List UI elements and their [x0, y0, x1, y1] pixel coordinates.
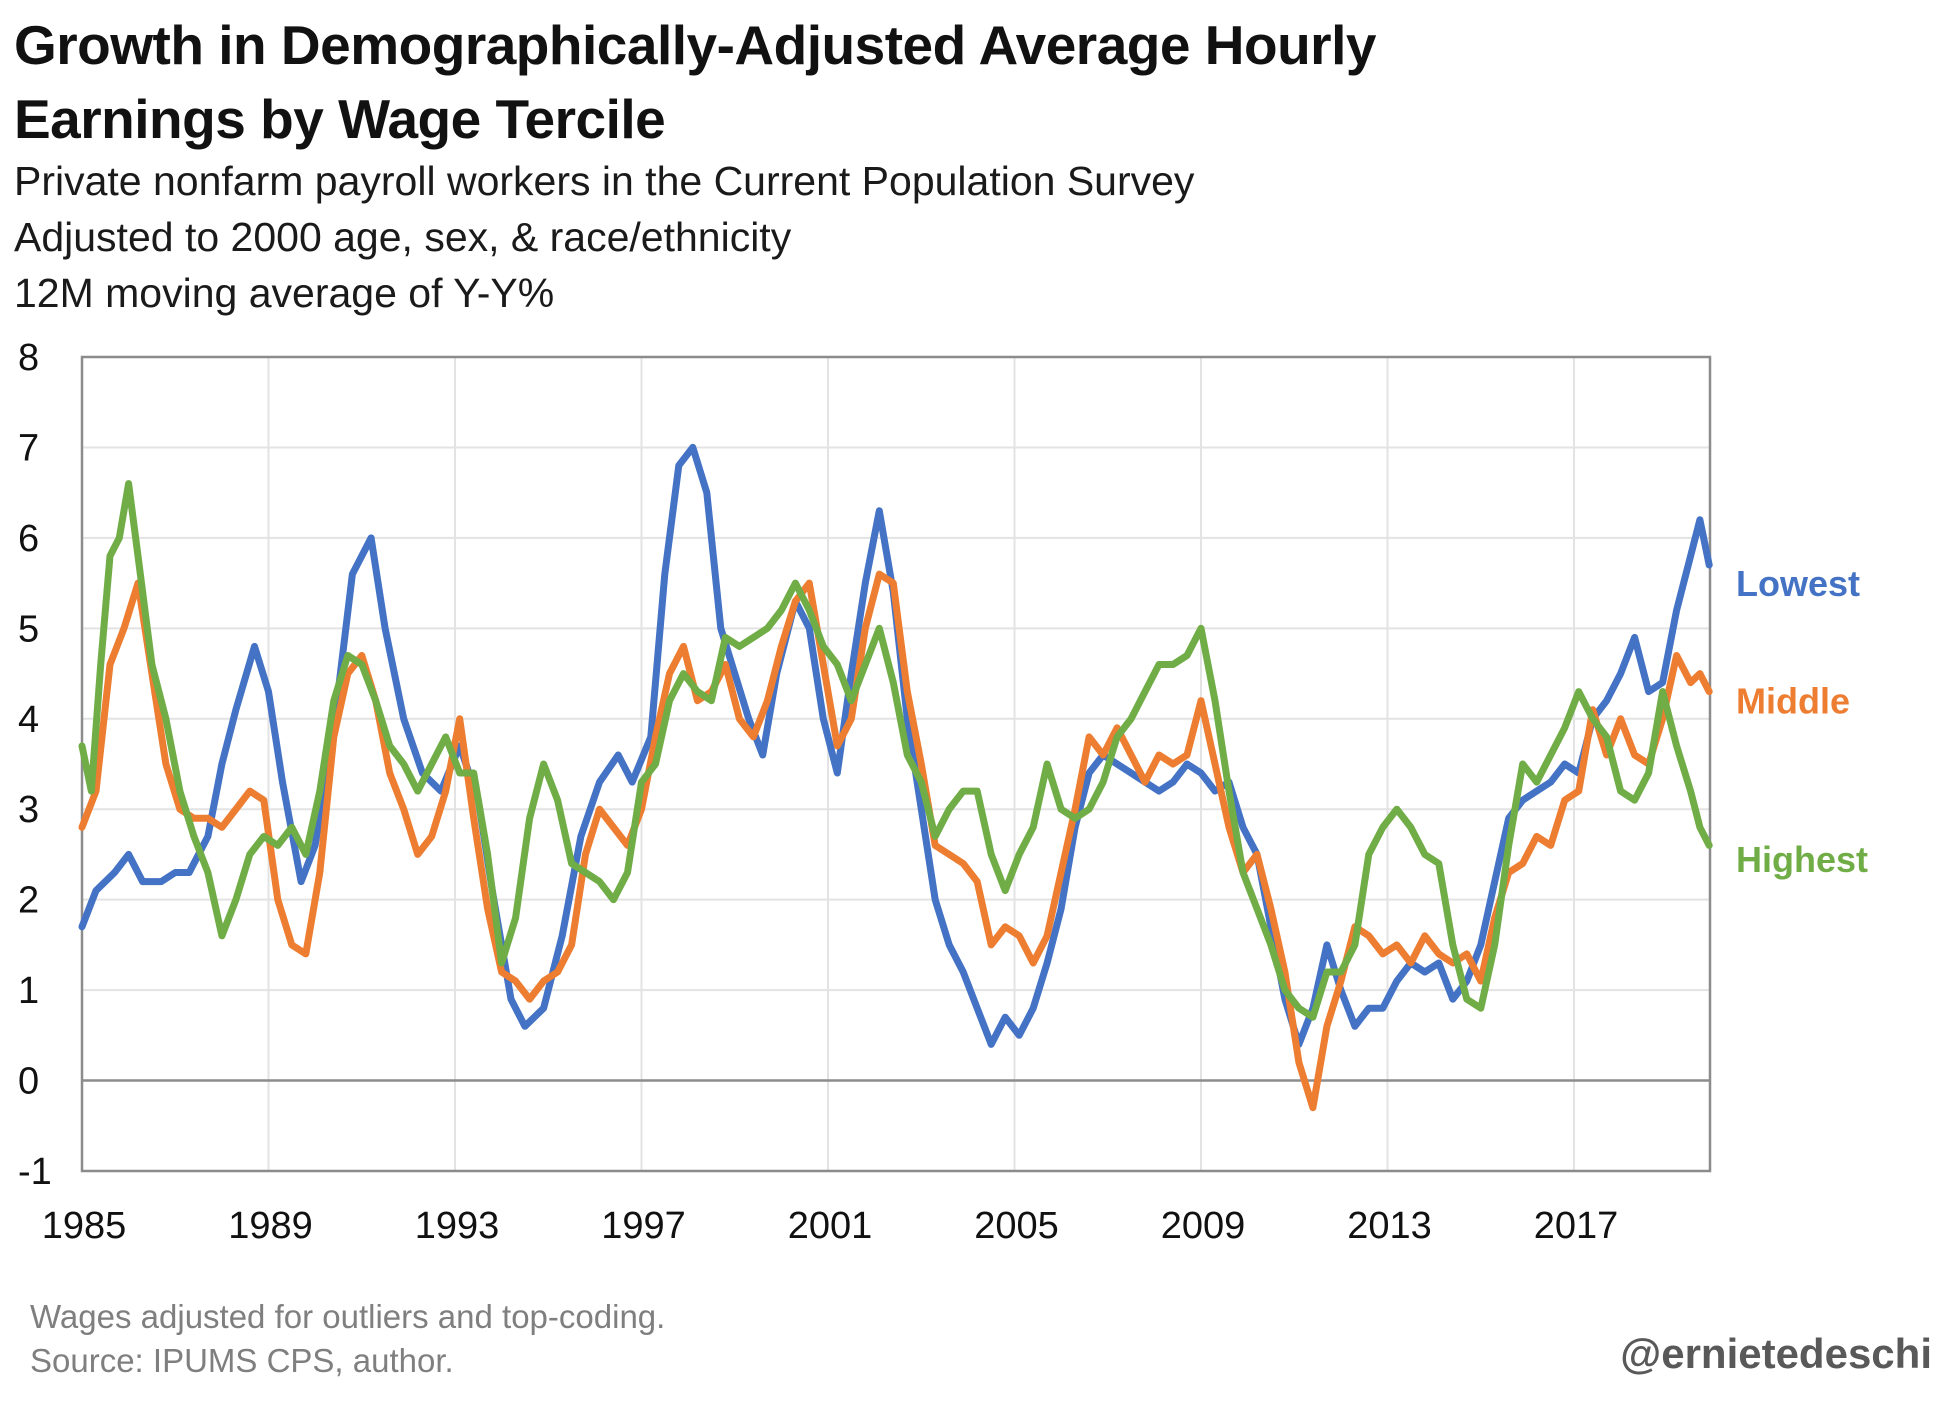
x-tick-label: 2013 [1347, 1205, 1432, 1247]
y-tick-label: 5 [18, 608, 39, 650]
y-tick-label: 8 [18, 337, 39, 379]
x-tick-label: 1997 [601, 1205, 686, 1247]
x-tick-label: 2009 [1161, 1205, 1246, 1247]
footnote-source: Source: IPUMS CPS, author. [30, 1342, 454, 1379]
y-tick-label: 2 [18, 880, 39, 922]
x-tick-label: 2001 [788, 1205, 873, 1247]
y-tick-label: 3 [18, 789, 39, 831]
series-line-middle [78, 570, 1713, 1112]
chart-subtitle-line-2: Adjusted to 2000 age, sex, & race/ethnic… [14, 214, 792, 260]
x-tick-label: 1993 [415, 1205, 500, 1247]
plot-border [80, 355, 1712, 1173]
x-tick-label: 1989 [228, 1205, 313, 1247]
chart-subtitle-line-3: 12M moving average of Y-Y% [14, 270, 555, 316]
y-tick-label: -1 [18, 1151, 52, 1193]
series-line-highest [78, 480, 1713, 1021]
y-tick-label: 6 [18, 518, 39, 560]
footnote-adjustment: Wages adjusted for outliers and top-codi… [30, 1298, 666, 1335]
x-tick-label: 2005 [974, 1205, 1059, 1247]
series-label-middle: Middle [1736, 681, 1850, 722]
y-tick-label: 7 [18, 427, 39, 469]
x-tick-label: 2017 [1534, 1205, 1619, 1247]
chart-subtitle-line-1: Private nonfarm payroll workers in the C… [14, 158, 1195, 204]
chart-title: Growth in Demographically-Adjusted Avera… [14, 14, 1376, 150]
x-tick-label: 1985 [42, 1205, 127, 1247]
y-tick-label: 4 [18, 699, 39, 741]
y-tick-label: 0 [18, 1061, 39, 1103]
series-label-lowest: Lowest [1736, 563, 1860, 604]
series-label-highest: Highest [1736, 839, 1868, 880]
y-tick-label: 1 [18, 970, 39, 1012]
author-handle: @ernietedeschi [1620, 1330, 1932, 1377]
